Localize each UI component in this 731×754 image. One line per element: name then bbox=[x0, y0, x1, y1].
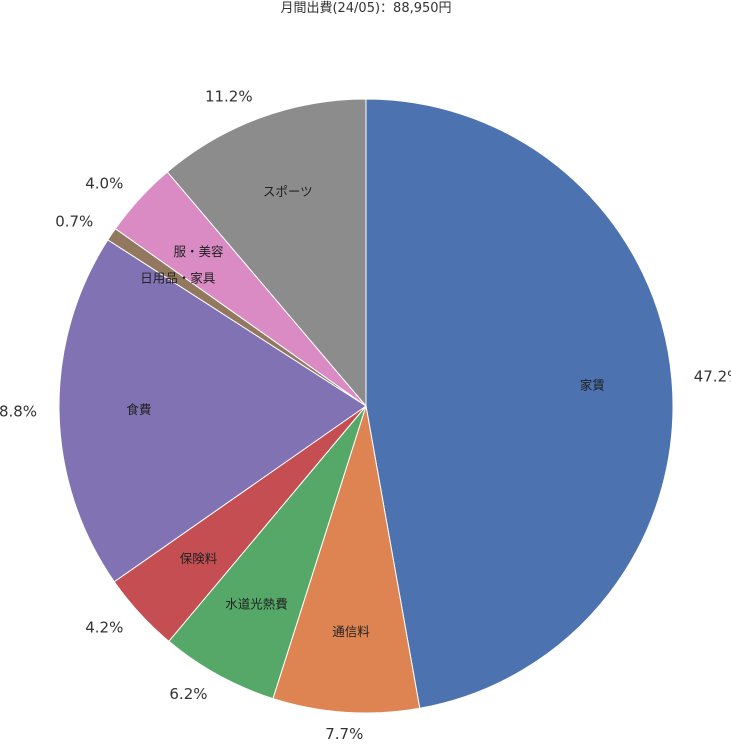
slice-label-3: 水道光熱費 bbox=[225, 597, 288, 612]
pie-slices bbox=[58, 98, 674, 714]
percent-label-7: 4.0% bbox=[85, 174, 123, 192]
pie-slice-1 bbox=[365, 98, 674, 709]
percent-label-8: 11.2% bbox=[205, 88, 253, 106]
percent-label-5: 18.8% bbox=[0, 403, 37, 421]
percent-label-3: 6.2% bbox=[169, 685, 207, 703]
percent-label-1: 47.2% bbox=[694, 368, 731, 386]
percent-label-6: 0.7% bbox=[55, 212, 93, 230]
pie-slice-5 bbox=[58, 239, 367, 583]
pie-slice-3 bbox=[168, 405, 367, 700]
slice-label-6: 日用品・家具 bbox=[140, 270, 216, 285]
percent-label-4: 4.2% bbox=[85, 619, 123, 637]
slice-label-7: 服・美容 bbox=[173, 244, 223, 259]
pie-slice-2 bbox=[272, 405, 421, 714]
slice-label-1: 家賃 bbox=[580, 378, 605, 393]
percent-label-2: 7.7% bbox=[325, 725, 363, 743]
chart-title: 月間出費(24/05)：88,950円 bbox=[280, 1, 451, 16]
percent-labels: 47.2% 7.7% 6.2% 4.2% 18.8% 0.7% 4.0% 11.2% bbox=[0, 88, 731, 743]
slice-label-2: 通信料 bbox=[332, 624, 370, 639]
slice-label-8: スポーツ bbox=[263, 184, 313, 199]
slice-label-5: 食費 bbox=[126, 402, 151, 417]
pie-slice-8 bbox=[166, 98, 367, 408]
slice-label-4: 保険料 bbox=[180, 551, 218, 566]
